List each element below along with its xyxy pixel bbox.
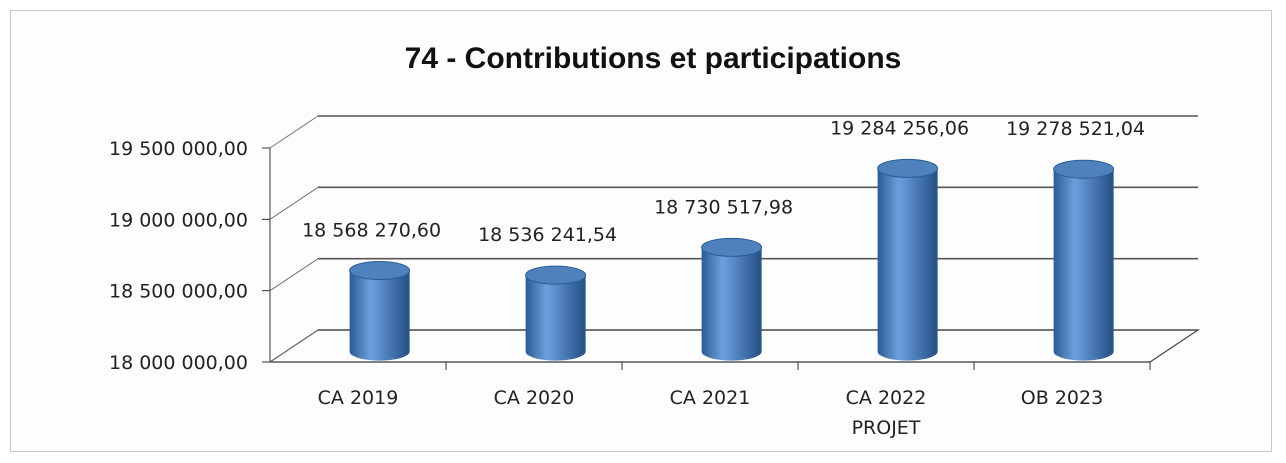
side-gridline-3: [269, 115, 319, 149]
chart-labels: CA 2019 18 568 270,60 CA 2020 18 536 241,54…: [302, 117, 1145, 439]
data-label-5: 19 278 521,04: [1006, 118, 1145, 140]
bar-top-5: [1053, 159, 1115, 179]
bar-top-1: [349, 261, 411, 281]
chart-bars: [349, 158, 1115, 361]
chart-axes: 18 000 000,00 18 500 000,00 19 000 000,00 1…: [109, 138, 1200, 374]
y-tick-label-2: 19 000 000,00: [109, 209, 248, 231]
chart-title: 74 - Contributions et participations: [405, 42, 902, 75]
y-tick-label-3: 19 500 000,00: [109, 138, 248, 160]
bar-3: [701, 237, 763, 361]
x-tick-label-1: CA 2019: [318, 387, 399, 409]
data-label-1: 18 568 270,60: [302, 220, 441, 242]
data-label-3: 18 730 517,98: [654, 196, 793, 218]
data-label-4: 19 284 256,06: [830, 117, 969, 139]
y-tick-label-1: 18 500 000,00: [109, 281, 248, 303]
bar-2: [525, 265, 587, 361]
bar-top-3: [701, 237, 763, 257]
x-tick-label-5: OB 2023: [1021, 387, 1103, 409]
x-tick-label-3: CA 2021: [670, 387, 751, 409]
bar-body-5: [1053, 169, 1114, 361]
bar-4: [877, 158, 939, 361]
x-tick-label-4: CA 2022 PROJET: [846, 387, 927, 439]
bar-body-2: [525, 275, 586, 361]
bar-5: [1053, 159, 1115, 361]
side-gridline-0: [269, 329, 319, 363]
y-tick-label-0: 18 000 000,00: [109, 352, 248, 374]
bar-top-4: [877, 158, 939, 178]
bar-body-1: [349, 270, 410, 361]
bar-1: [349, 261, 411, 361]
side-gridline-1: [269, 258, 319, 292]
side-gridline-2: [269, 186, 319, 220]
data-label-2: 18 536 241,54: [478, 224, 617, 246]
bar-body-4: [877, 168, 938, 361]
x-tick-label-2: CA 2020: [494, 387, 575, 409]
bar-body-3: [701, 247, 762, 361]
bar-top-2: [525, 265, 587, 285]
